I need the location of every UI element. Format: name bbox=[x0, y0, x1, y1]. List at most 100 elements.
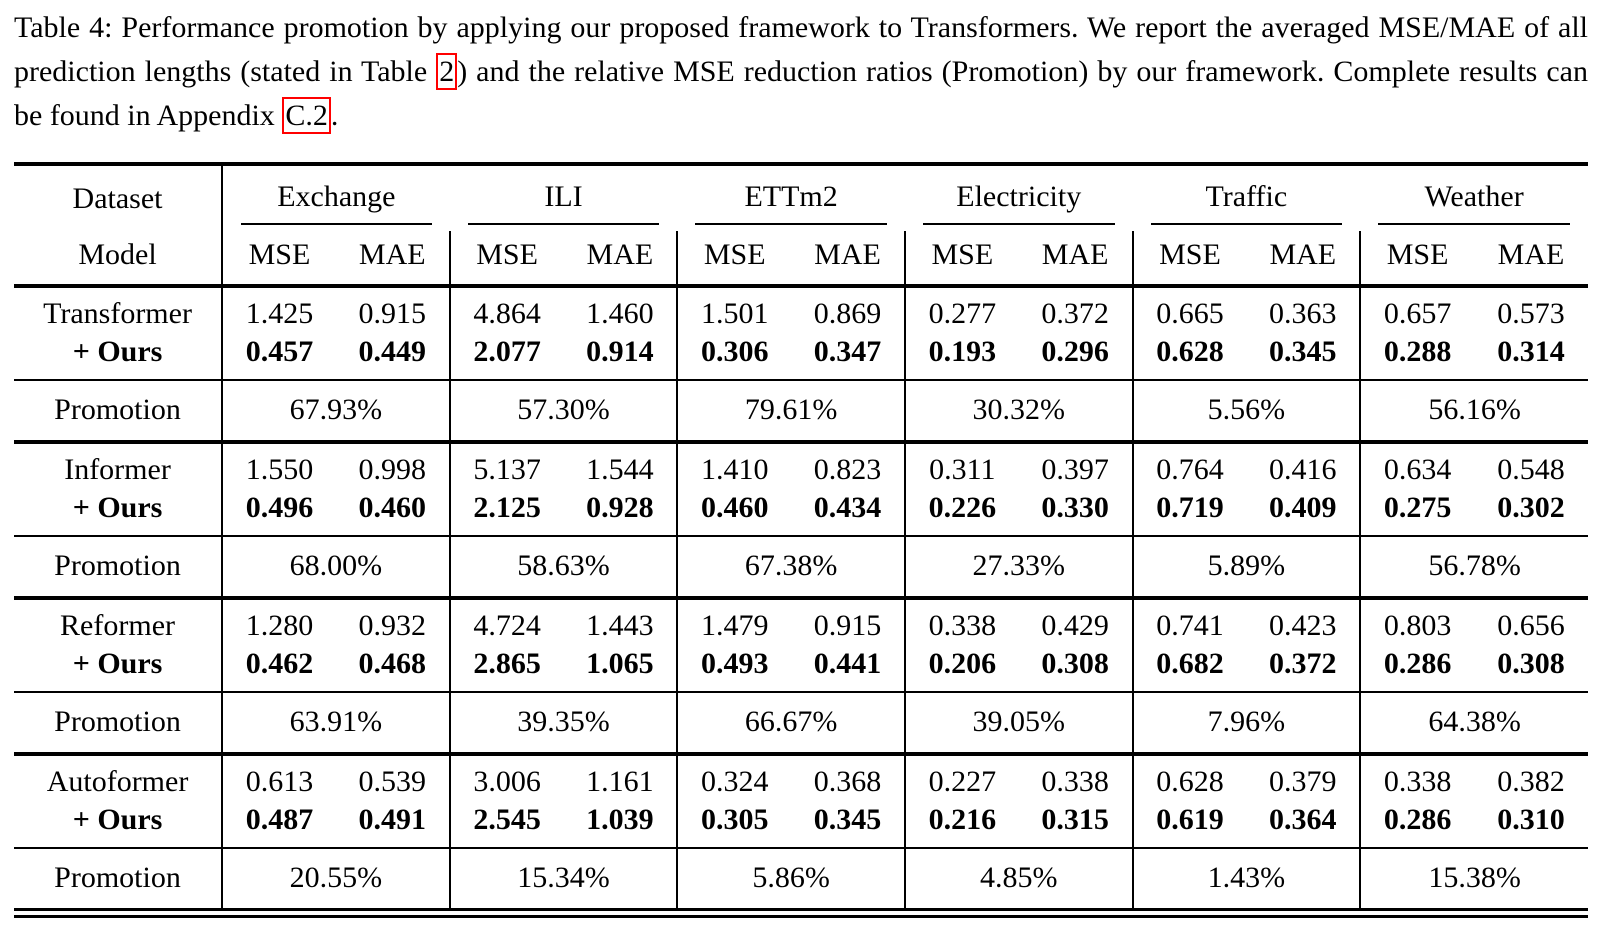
metric-value: 0.324 bbox=[676, 752, 792, 802]
promotion-value: 79.61% bbox=[676, 379, 905, 443]
appendix-c2-link[interactable]: C.2 bbox=[282, 97, 331, 135]
group-label: Traffic bbox=[1205, 180, 1288, 214]
promotion-value: 39.35% bbox=[448, 691, 678, 755]
promotion-value: 27.33% bbox=[903, 535, 1133, 599]
ours-label: + Ours bbox=[72, 335, 163, 369]
metric-value: 0.306 bbox=[676, 333, 792, 381]
group-header-ettm2: ETTm2 bbox=[677, 162, 905, 232]
promotion-value: 56.16% bbox=[1359, 379, 1588, 443]
group-label: Electricity bbox=[956, 180, 1082, 214]
metric-value: 0.310 bbox=[1497, 803, 1565, 837]
model-name: Autoformer bbox=[14, 752, 223, 802]
metric-value: 0.275 bbox=[1359, 489, 1474, 537]
metric-value: 0.216 bbox=[903, 801, 1019, 849]
promotion-value: 64.38% bbox=[1359, 691, 1588, 755]
metric-value: 0.657 bbox=[1359, 286, 1474, 334]
metric-value: 0.227 bbox=[903, 752, 1019, 802]
metric-value: 1.479 bbox=[676, 596, 792, 646]
metric-header-mse: MSE bbox=[1359, 231, 1474, 289]
promotion-value: 5.86% bbox=[676, 847, 905, 919]
promotion-value: 15.38% bbox=[1359, 847, 1588, 919]
metric-value: 0.308 bbox=[1497, 647, 1565, 681]
metric-value: 0.372 bbox=[1041, 297, 1109, 331]
metric-value: 0.628 bbox=[1131, 333, 1247, 381]
promotion-value: 20.55% bbox=[221, 847, 450, 919]
metric-value: 0.315 bbox=[1041, 803, 1109, 837]
metric-value: 0.460 bbox=[358, 491, 427, 525]
promotion-value: 4.85% bbox=[903, 847, 1133, 919]
group-underline bbox=[467, 223, 660, 231]
metric-value: 0.491 bbox=[358, 803, 427, 837]
group-header-traffic: Traffic bbox=[1132, 162, 1361, 232]
metric-value: 0.429 bbox=[1018, 596, 1133, 646]
paper-page: Table 4: Performance promotion by applyi… bbox=[14, 6, 1588, 919]
metric-header-mae: MAE bbox=[1018, 231, 1133, 289]
metric-value: 0.338 bbox=[1018, 752, 1133, 802]
group-header-ili: ILI bbox=[449, 162, 678, 232]
metric-value: 0.416 bbox=[1246, 440, 1361, 490]
metric-value: 0.305 bbox=[676, 801, 792, 849]
metric-value: 0.368 bbox=[791, 752, 905, 802]
promotion-value: 67.93% bbox=[221, 379, 450, 443]
model-header: Model bbox=[14, 231, 223, 289]
results-table: Dataset Exchange ILI ETTm2 Electricity T… bbox=[14, 162, 1588, 919]
caption-text-3: . bbox=[330, 99, 339, 133]
metric-value: 0.449 bbox=[358, 335, 427, 369]
promotion-value: 1.43% bbox=[1131, 847, 1361, 919]
metric-value: 4.724 bbox=[448, 596, 564, 646]
metric-header-mse: MSE bbox=[676, 231, 792, 289]
table-caption: Table 4: Performance promotion by applyi… bbox=[14, 6, 1588, 138]
group-underline bbox=[922, 223, 1115, 231]
metric-header-row: Model MSE MAE MSE MAE MSE MAE MSE MAE MS… bbox=[14, 231, 1588, 289]
metric-value: 0.539 bbox=[335, 752, 450, 802]
metric-value: 5.137 bbox=[448, 440, 564, 490]
metric-header-mse: MSE bbox=[1131, 231, 1247, 289]
metric-value: 0.682 bbox=[1131, 645, 1247, 693]
metric-value: 3.006 bbox=[448, 752, 564, 802]
metric-value: 4.864 bbox=[448, 286, 564, 334]
ours-label: + Ours bbox=[72, 491, 163, 525]
metric-value: 0.423 bbox=[1246, 596, 1361, 646]
promotion-row: Promotion 67.93% 57.30% 79.61% 30.32% 5.… bbox=[14, 379, 1588, 443]
metric-value: 0.382 bbox=[1474, 752, 1588, 802]
metric-value: 1.501 bbox=[676, 286, 792, 334]
promotion-row: Promotion 20.55% 15.34% 5.86% 4.85% 1.43… bbox=[14, 847, 1588, 919]
metric-value: 2.545 bbox=[448, 801, 564, 849]
promotion-row: Promotion 63.91% 39.35% 66.67% 39.05% 7.… bbox=[14, 691, 1588, 755]
group-header-electricity: Electricity bbox=[904, 162, 1133, 232]
metric-value: 0.457 bbox=[221, 333, 336, 381]
metric-value: 0.397 bbox=[1018, 440, 1133, 490]
metric-header-mae: MAE bbox=[563, 231, 678, 289]
metric-value: 0.928 bbox=[586, 491, 654, 525]
group-underline bbox=[241, 223, 432, 231]
caption-text-1: Table 4: Performance promotion by applyi… bbox=[14, 11, 1588, 89]
metric-value: 0.869 bbox=[813, 297, 882, 331]
metric-value: 0.372 bbox=[1269, 647, 1337, 681]
metric-value: 0.363 bbox=[1269, 297, 1337, 331]
metric-value: 0.286 bbox=[1359, 801, 1474, 849]
metric-value: 0.487 bbox=[221, 801, 336, 849]
table-2-link[interactable]: 2 bbox=[436, 53, 458, 91]
metric-header-mae: MAE bbox=[335, 231, 450, 289]
promotion-value: 7.96% bbox=[1131, 691, 1361, 755]
promotion-label: Promotion bbox=[14, 691, 223, 755]
metric-value: 0.330 bbox=[1041, 491, 1109, 525]
metric-header-mse: MSE bbox=[221, 231, 336, 289]
model-name: Informer bbox=[14, 440, 223, 490]
promotion-value: 67.38% bbox=[676, 535, 905, 599]
promotion-value: 57.30% bbox=[448, 379, 678, 443]
metric-value: 1.161 bbox=[563, 752, 678, 802]
metric-value: 0.441 bbox=[813, 647, 882, 681]
metric-value: 0.206 bbox=[903, 645, 1019, 693]
metric-value: 0.286 bbox=[1359, 645, 1474, 693]
metric-value: 0.345 bbox=[813, 803, 882, 837]
group-header-weather: Weather bbox=[1360, 162, 1588, 232]
metric-value: 0.288 bbox=[1359, 333, 1474, 381]
table-row-transformer-ours: + Ours 0.457 0.449 2.077 0.914 0.306 0.3… bbox=[14, 333, 1588, 381]
ours-label: + Ours bbox=[72, 803, 163, 837]
metric-header-mse: MSE bbox=[903, 231, 1019, 289]
promotion-label: Promotion bbox=[14, 379, 223, 443]
group-underline bbox=[695, 223, 887, 231]
metric-value: 2.077 bbox=[448, 333, 564, 381]
dataset-header-row: Dataset Exchange ILI ETTm2 Electricity T… bbox=[14, 162, 1588, 232]
